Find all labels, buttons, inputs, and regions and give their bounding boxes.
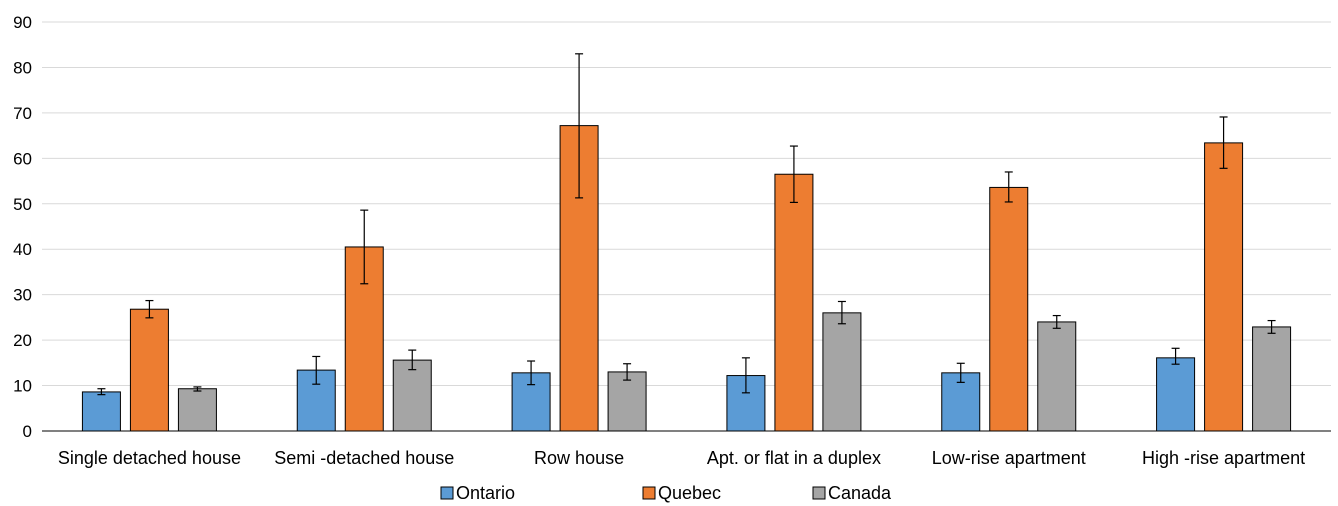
bar-ontario [1156, 357, 1196, 432]
y-tick-label: 70 [13, 104, 32, 123]
y-tick-label: 40 [13, 240, 32, 259]
bar-ontario [81, 391, 121, 432]
bar-quebec [774, 173, 814, 432]
x-axis: Single detached house Semi -detached hous… [42, 430, 1331, 468]
x-category-label: Apt. or flat in a duplex [707, 448, 881, 468]
legend: Ontario Quebec Canada [440, 483, 892, 503]
bar-canada [822, 312, 862, 432]
x-category-label: Single detached house [58, 448, 241, 468]
y-tick-label: 10 [13, 377, 32, 396]
legend-label-canada: Canada [828, 483, 892, 503]
bar-quebec [1204, 142, 1244, 432]
y-tick-label: 50 [13, 195, 32, 214]
x-category-label: Row house [534, 448, 624, 468]
bar-canada [392, 359, 432, 432]
bar-canada [1037, 321, 1077, 432]
x-category-label: Semi -detached house [274, 448, 454, 468]
y-tick-label: 60 [13, 149, 32, 168]
legend-label-quebec: Quebec [658, 483, 721, 503]
y-tick-label: 0 [23, 422, 32, 441]
y-tick-label: 90 [13, 13, 32, 32]
legend-swatch-ontario [440, 486, 454, 500]
bar-quebec [989, 186, 1029, 432]
bars [81, 125, 1292, 432]
legend-swatch-quebec [642, 486, 656, 500]
y-tick-label: 30 [13, 286, 32, 305]
legend-swatch-canada [812, 486, 826, 500]
bar-canada [1252, 326, 1292, 432]
x-category-label: High -rise apartment [1142, 448, 1305, 468]
error-bars [97, 53, 1276, 396]
gridlines [42, 21, 1331, 387]
bar-canada [607, 371, 647, 432]
legend-label-ontario: Ontario [456, 483, 515, 503]
bar-quebec [129, 308, 169, 432]
x-category-label: Low-rise apartment [932, 448, 1086, 468]
bar-canada [177, 388, 217, 432]
y-tick-label: 80 [13, 58, 32, 77]
y-axis-ticks: 0 10 20 30 40 50 60 70 80 90 [13, 13, 32, 441]
y-tick-label: 20 [13, 331, 32, 350]
